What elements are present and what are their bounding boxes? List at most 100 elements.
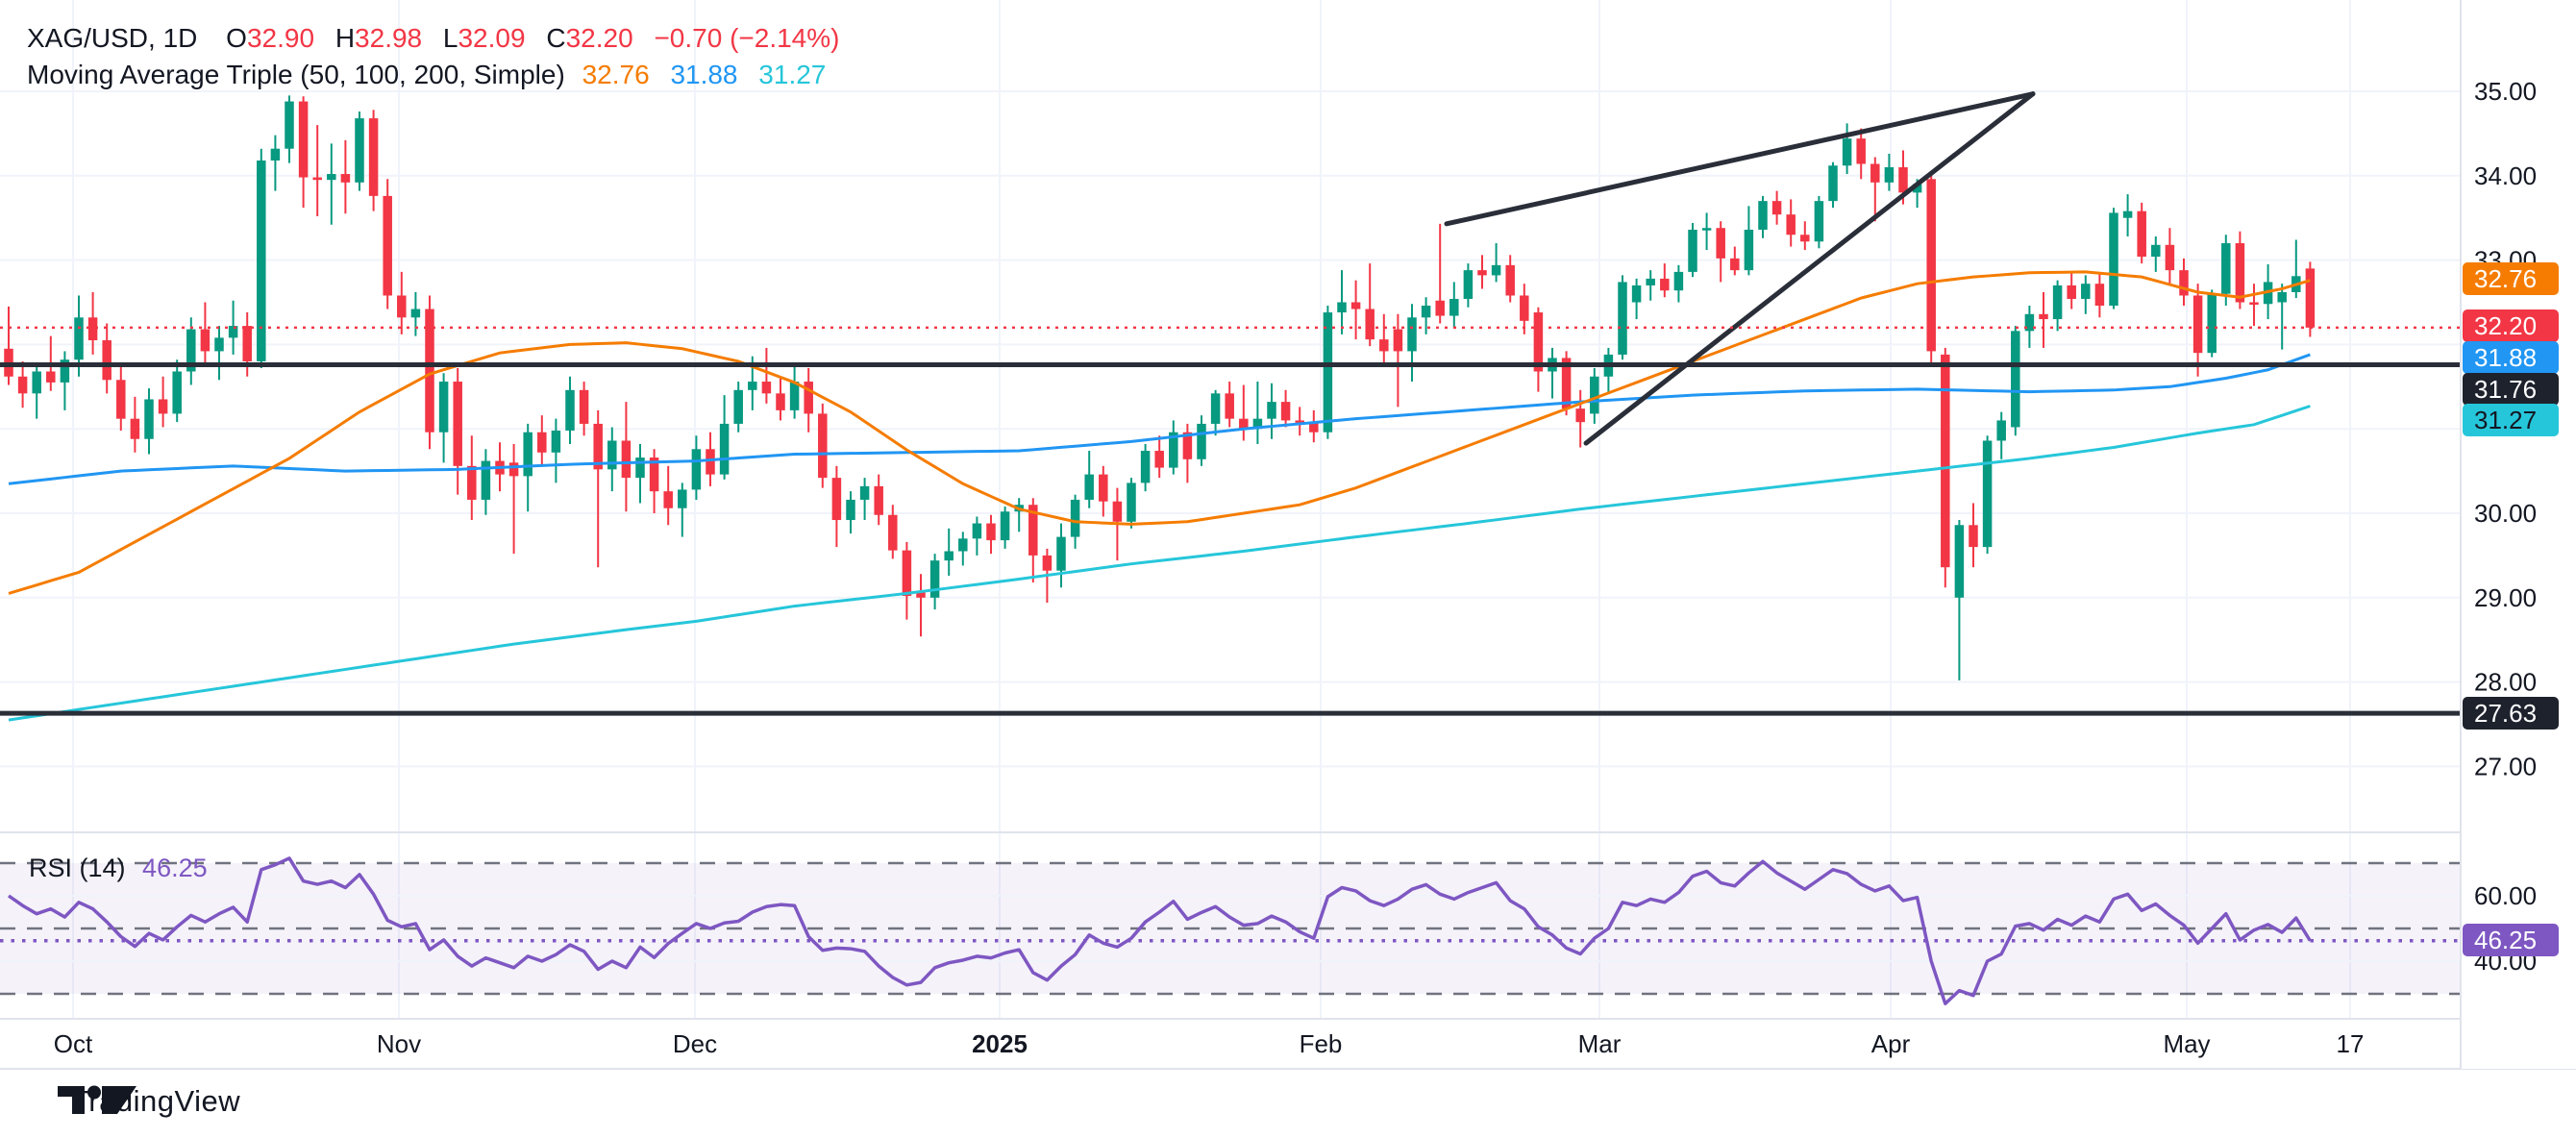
rsi-axis-label: 60.00 xyxy=(2474,881,2537,910)
price-badge xyxy=(2463,924,2559,956)
time-axis-label: Dec xyxy=(673,1029,717,1058)
candle xyxy=(1575,389,1585,448)
candle xyxy=(1870,157,1880,222)
candle xyxy=(425,295,434,450)
candle xyxy=(102,323,111,394)
ma-legend[interactable]: Moving Average Triple (50, 100, 200, Sim… xyxy=(27,60,839,90)
candle xyxy=(200,302,211,363)
candle xyxy=(1800,221,1810,251)
sma100-line xyxy=(8,353,2311,485)
candle xyxy=(2249,284,2259,327)
time-axis-label: Mar xyxy=(1578,1029,1622,1058)
trendline[interactable] xyxy=(1444,91,2036,227)
rsi-legend[interactable]: RSI (14) 46.25 xyxy=(29,854,208,883)
candle xyxy=(508,444,519,555)
open-value: 32.90 xyxy=(246,23,315,53)
price-badge xyxy=(2463,341,2559,374)
candle xyxy=(1407,304,1417,383)
candle xyxy=(1449,282,1459,328)
candle xyxy=(2094,271,2105,318)
high-label: H xyxy=(334,23,356,53)
price-badge xyxy=(2463,309,2559,342)
candle xyxy=(874,474,883,526)
candle xyxy=(565,376,575,445)
candle xyxy=(1618,275,1627,360)
candle xyxy=(1323,306,1333,439)
candle xyxy=(1365,263,1375,347)
candle xyxy=(2207,289,2217,358)
candle xyxy=(1533,307,1544,392)
candle xyxy=(467,435,477,521)
rsi-value: 46.25 xyxy=(142,854,208,882)
price-axis-label: 35.00 xyxy=(2474,77,2537,106)
candle xyxy=(1884,153,1895,191)
candle xyxy=(2052,280,2063,332)
candle xyxy=(1982,435,1993,555)
candle xyxy=(761,347,772,404)
candle xyxy=(340,139,351,214)
candle xyxy=(1056,523,1066,588)
price-badge-value: 32.20 xyxy=(2474,311,2537,340)
time-axis-label: 2025 xyxy=(972,1029,1028,1058)
candle xyxy=(1239,384,1249,441)
candle xyxy=(579,382,589,436)
candle xyxy=(1954,520,1965,680)
candle xyxy=(1421,297,1431,334)
trendline[interactable] xyxy=(1583,91,2036,446)
time-axis-label: Apr xyxy=(1871,1029,1911,1058)
price-axis-label: 34.00 xyxy=(2474,161,2537,190)
candle xyxy=(2122,194,2133,237)
candle xyxy=(1463,263,1474,308)
candle xyxy=(158,376,168,428)
candle xyxy=(719,395,730,480)
close-label: C xyxy=(546,23,566,53)
candle xyxy=(593,409,603,568)
price-badge-value: 46.25 xyxy=(2474,926,2537,954)
candle xyxy=(2039,291,2048,348)
candle xyxy=(60,351,70,410)
candle xyxy=(17,360,28,408)
candle xyxy=(397,271,407,334)
candle xyxy=(804,367,813,433)
candle xyxy=(1182,423,1193,483)
ma50-value: 32.76 xyxy=(582,60,650,89)
candle xyxy=(1435,223,1445,324)
ohlc-legend[interactable]: XAG/USD, 1D O32.90 H32.98 L32.09 C32.20 … xyxy=(27,23,839,54)
price-axis-label: 29.00 xyxy=(2474,583,2537,612)
candle xyxy=(1252,382,1263,445)
price-badge-value: 27.63 xyxy=(2474,699,2537,728)
candle xyxy=(1337,270,1347,334)
candle xyxy=(1842,123,1852,175)
candle xyxy=(1786,199,1796,247)
sma200-line xyxy=(8,405,2311,722)
candle xyxy=(1350,280,1361,340)
candle xyxy=(776,378,785,421)
candle xyxy=(1505,255,1515,303)
candle xyxy=(1154,435,1164,479)
candle xyxy=(1210,389,1221,436)
candle xyxy=(1590,367,1599,424)
candle xyxy=(312,125,322,216)
tradingview-logo[interactable]: TradingView xyxy=(58,1084,240,1119)
candle xyxy=(902,541,912,620)
high-value: 32.98 xyxy=(355,23,423,53)
low-label: L xyxy=(442,23,458,53)
price-badge xyxy=(2463,373,2559,406)
candle xyxy=(635,444,645,504)
candle xyxy=(2109,208,2118,309)
candle xyxy=(1520,284,1529,334)
price-badge-value: 31.27 xyxy=(2474,406,2537,434)
price-badge-value: 32.76 xyxy=(2474,264,2537,293)
candle xyxy=(270,135,281,191)
rsi-title: RSI (14) xyxy=(29,854,126,882)
ma100-value: 31.88 xyxy=(670,60,738,89)
candle xyxy=(2192,284,2203,377)
symbol-interval: XAG/USD, 1D xyxy=(27,23,198,53)
candle xyxy=(2221,235,2231,307)
candle xyxy=(1477,255,1487,289)
candle xyxy=(2305,261,2316,337)
candle xyxy=(972,516,982,556)
candle xyxy=(958,532,968,566)
